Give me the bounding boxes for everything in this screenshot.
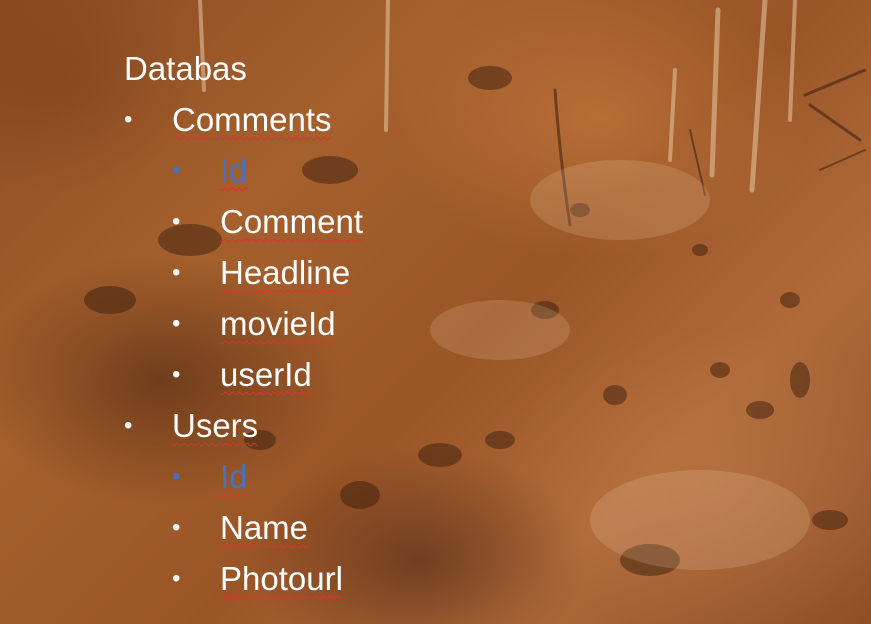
bullet: •	[172, 157, 181, 184]
table-name: Comments	[172, 101, 332, 138]
table-name: Users	[172, 407, 259, 444]
bullet: •	[172, 565, 181, 592]
bullet: •	[172, 463, 181, 490]
field-name: Id	[220, 458, 248, 495]
bullet: •	[172, 259, 181, 286]
bullet: •	[172, 514, 181, 541]
field-name: Headline	[220, 254, 351, 291]
field-name: Id	[220, 152, 248, 189]
field-name: movieId	[220, 305, 336, 342]
field-name: userId	[220, 356, 312, 393]
bullet: •	[172, 208, 181, 235]
bullet: •	[124, 106, 133, 133]
field-name: Name	[220, 509, 309, 546]
bullet: •	[172, 310, 181, 337]
field-name: Photourl	[220, 560, 343, 597]
bullet: •	[172, 361, 181, 388]
field-name: Comment	[220, 203, 364, 240]
bullet: •	[124, 412, 133, 439]
slide-title: Databas	[124, 50, 247, 87]
